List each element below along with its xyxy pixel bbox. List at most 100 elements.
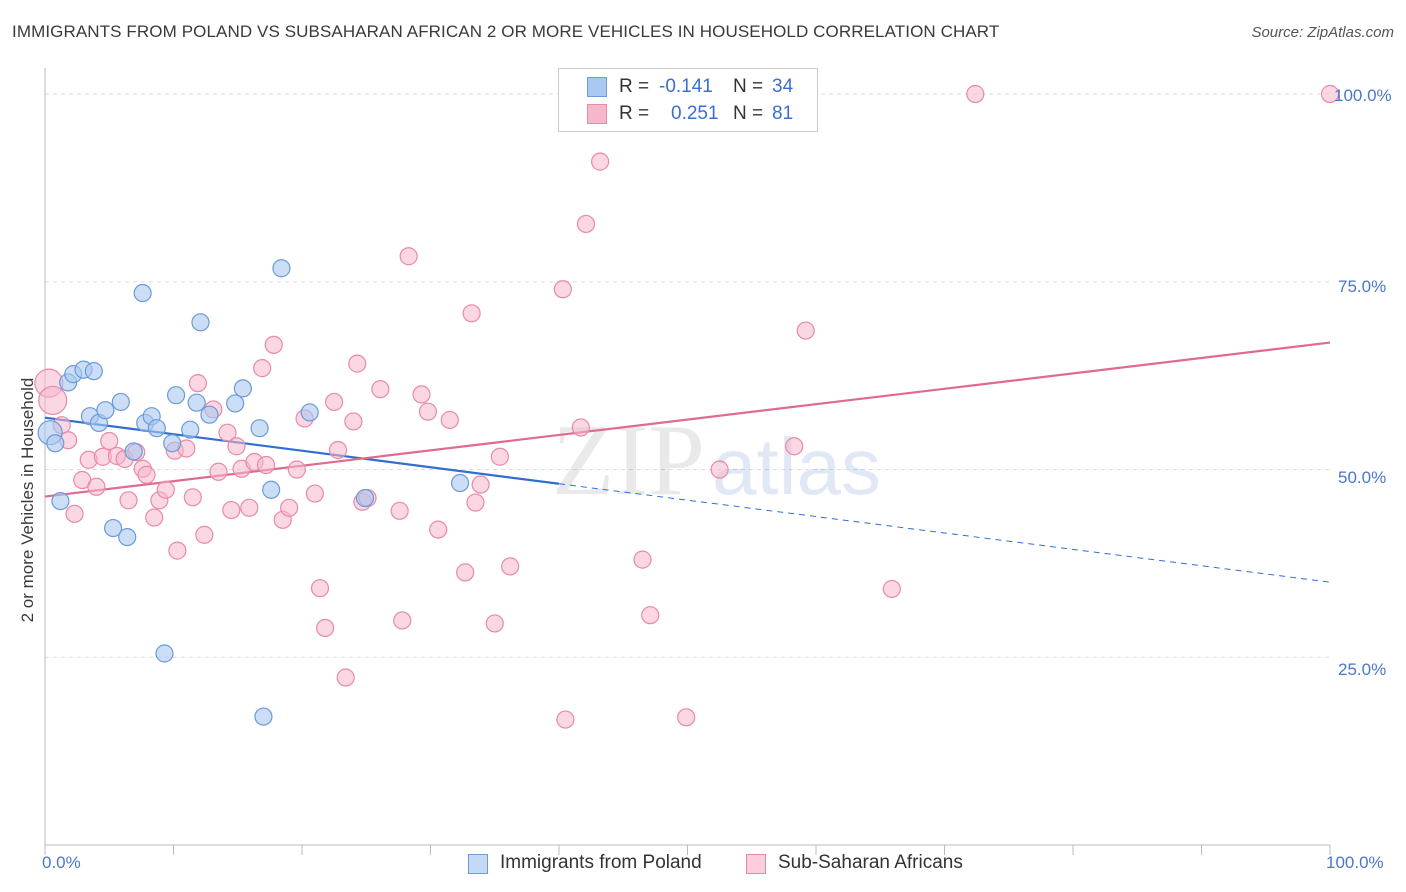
data-point-african [471, 475, 490, 494]
data-point-african [38, 385, 68, 416]
data-point-african [344, 412, 363, 431]
data-point-poland [51, 491, 70, 511]
data-point-african [87, 477, 106, 496]
data-point-african [145, 508, 164, 527]
r-label: R = [619, 103, 650, 124]
n-value-african: 81 [772, 103, 794, 124]
trend-line-poland-solid [44, 416, 560, 485]
x-tick-label-0: 0.0% [42, 853, 81, 872]
data-point-african [393, 611, 412, 630]
data-point-african [796, 321, 815, 340]
data-point-african [280, 498, 299, 517]
r-value-african: 0.251 [671, 103, 719, 124]
swatch-poland [587, 77, 607, 97]
trend-line-poland-dashed [558, 483, 1331, 583]
data-point-poland [104, 518, 123, 538]
data-point-african [553, 280, 572, 299]
data-point-poland [166, 386, 186, 405]
data-point-african [316, 618, 335, 638]
data-point-african [188, 374, 208, 393]
data-point-african [456, 563, 475, 582]
data-point-african [183, 488, 202, 507]
data-point-african [490, 447, 509, 466]
data-point-african [485, 614, 504, 633]
y-tick-label-75: 75.0% [1338, 277, 1387, 296]
data-point-african [371, 380, 390, 399]
data-point-african [137, 465, 156, 484]
data-point-african [677, 708, 696, 727]
data-point-african [222, 500, 241, 520]
grid-lines [45, 93, 1330, 658]
chart-title: IMMIGRANTS FROM POLAND VS SUBSAHARAN AFR… [12, 22, 1000, 41]
data-point-poland [181, 420, 200, 439]
data-point-african [348, 354, 367, 373]
stats-legend: R = -0.141 N = 34 R = 0.251 N = 81 [558, 68, 818, 132]
data-point-poland [191, 313, 210, 332]
data-point-african [641, 606, 660, 625]
legend-swatch-poland [468, 854, 488, 874]
data-point-african [256, 455, 276, 475]
data-point-poland [262, 480, 281, 499]
data-point-poland [46, 434, 65, 453]
data-point-african [264, 335, 283, 354]
data-point-poland [118, 527, 137, 547]
trend-lines-poland [44, 416, 1331, 583]
data-point-african [412, 385, 431, 404]
n-label: N = [733, 76, 764, 97]
data-point-african [399, 247, 418, 266]
data-point-african [576, 214, 596, 234]
y-tick-label-100: 100.0% [1334, 86, 1392, 105]
data-point-african [240, 498, 259, 517]
data-point-african [710, 460, 729, 479]
data-point-african [418, 402, 438, 421]
data-point-african [429, 520, 448, 539]
data-point-poland [272, 259, 291, 278]
data-point-poland [124, 442, 143, 461]
data-point-african [119, 491, 138, 510]
data-point-poland [200, 405, 219, 424]
data-point-african [218, 423, 237, 442]
data-point-poland [250, 419, 269, 438]
n-value-poland: 34 [772, 76, 794, 97]
data-point-poland [111, 392, 130, 412]
points-african [34, 84, 1340, 729]
data-point-african [209, 462, 228, 481]
data-point-african [571, 418, 590, 437]
watermark: ZIP atlas [552, 404, 881, 517]
data-point-poland [233, 379, 252, 398]
data-point-poland [133, 283, 152, 303]
swatch-african [587, 104, 607, 124]
r-label: R = [619, 76, 650, 97]
data-point-african [462, 304, 481, 323]
legend-label-poland: Immigrants from Poland [500, 852, 702, 873]
r-value-poland: -0.141 [659, 76, 713, 97]
data-point-african [100, 431, 119, 451]
data-point-african [227, 437, 246, 456]
points-poland [37, 259, 470, 726]
data-point-african [501, 557, 520, 576]
data-point-african [966, 84, 985, 104]
data-point-african [310, 579, 330, 598]
watermark-atlas: atlas [712, 422, 881, 511]
axes [44, 68, 1331, 855]
data-point-african [882, 579, 901, 599]
data-point-poland [163, 434, 182, 453]
data-point-poland [254, 707, 273, 726]
data-point-african [390, 501, 409, 520]
y-axis-label: 2 or more Vehicles in Household [18, 377, 37, 623]
data-point-african [253, 359, 272, 378]
data-point-poland [355, 488, 375, 508]
data-point-poland [300, 403, 319, 422]
data-point-african [556, 710, 575, 729]
y-tick-label-25: 25.0% [1338, 660, 1387, 679]
data-point-african [168, 541, 187, 560]
x-tick-label-100: 100.0% [1326, 853, 1384, 872]
data-point-african [156, 480, 175, 499]
data-point-african [328, 440, 348, 460]
data-point-poland [84, 362, 103, 381]
data-point-african [305, 484, 324, 503]
data-point-poland [96, 401, 115, 420]
data-point-african [65, 504, 84, 523]
data-point-african [325, 392, 344, 412]
